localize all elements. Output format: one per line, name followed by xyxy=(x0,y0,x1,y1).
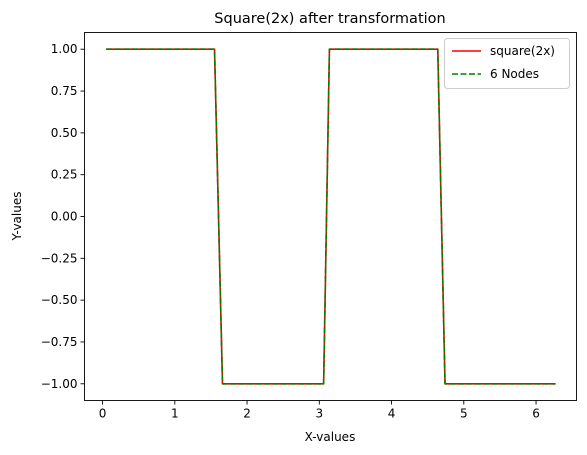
series-line-nodes xyxy=(106,48,556,385)
y-tick-label: −0.25 xyxy=(41,251,78,265)
plot-lines xyxy=(106,48,556,385)
x-tick-label: 3 xyxy=(315,407,323,421)
y-axis-ticks: 1.00 0.75 0.50 0.25 0.00 −0.25 −0.50 −0.75 −1.00 xyxy=(41,42,85,391)
y-axis-label: Y-values xyxy=(10,192,24,242)
x-axis-label: X-values xyxy=(305,430,356,444)
x-tick-label: 5 xyxy=(460,407,468,421)
y-tick-label: −1.00 xyxy=(41,377,78,391)
x-tick-label: 2 xyxy=(243,407,251,421)
x-tick-label: 1 xyxy=(171,407,179,421)
legend: square(2x) 6 Nodes xyxy=(444,38,570,89)
legend-label-nodes: 6 Nodes xyxy=(490,67,539,81)
x-tick-label: 0 xyxy=(99,407,107,421)
y-tick-label: 0.00 xyxy=(51,210,78,224)
y-tick-label: 0.50 xyxy=(51,126,78,140)
y-tick-label: 1.00 xyxy=(51,42,78,56)
x-tick-label: 4 xyxy=(388,407,396,421)
y-tick-label: 0.75 xyxy=(51,84,78,98)
x-tick-label: 6 xyxy=(532,407,540,421)
x-axis-ticks: 0 1 2 3 4 5 6 xyxy=(99,400,540,421)
chart-title: Square(2x) after transformation xyxy=(214,11,445,27)
series-line-square xyxy=(106,48,556,385)
y-tick-label: 0.25 xyxy=(51,168,78,182)
legend-label-square: square(2x) xyxy=(490,44,555,58)
y-tick-label: −0.50 xyxy=(41,293,78,307)
y-tick-label: −0.75 xyxy=(41,335,78,349)
